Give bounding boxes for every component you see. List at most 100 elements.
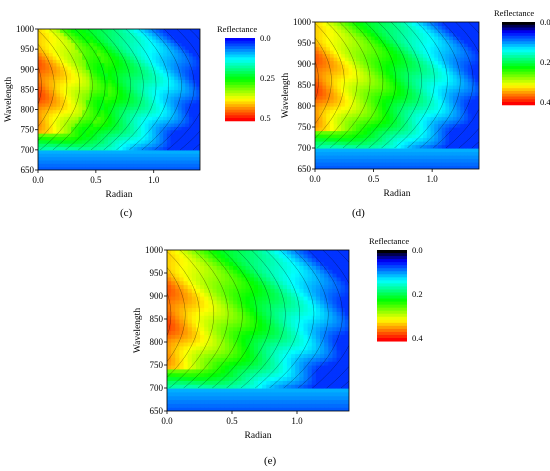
heatmap-cell — [183, 288, 189, 293]
heatmap-cell — [96, 146, 102, 151]
heatmap-cell — [174, 99, 179, 104]
heatmap-cell — [389, 67, 394, 72]
heatmap-cell — [456, 85, 461, 90]
heatmap-cell — [144, 76, 150, 80]
heatmap-cell — [249, 322, 255, 328]
heatmap-cell — [430, 29, 435, 34]
heatmap-cell — [258, 322, 263, 328]
heatmap-cell — [85, 149, 91, 154]
heatmap-cell — [188, 123, 194, 127]
heatmap-cell — [385, 57, 391, 62]
heatmap-cell — [359, 29, 365, 34]
heatmap-cell — [445, 22, 450, 27]
heatmap-cell — [471, 64, 476, 69]
heatmap-cell — [249, 403, 255, 408]
heatmap-cell — [220, 334, 226, 339]
heatmap-cell — [141, 163, 146, 168]
heatmap-cell — [333, 106, 338, 111]
heatmap-cell — [322, 92, 327, 97]
heatmap-cell — [464, 32, 469, 37]
heatmap-cell — [245, 376, 251, 381]
heatmap-cell — [224, 388, 230, 393]
heatmap-cell — [159, 65, 164, 70]
heatmap-cell — [363, 46, 368, 51]
heatmap-cell — [100, 119, 105, 124]
heatmap-cell — [315, 116, 320, 121]
heatmap-cell — [270, 365, 276, 370]
plot-frame — [314, 21, 480, 170]
heatmap-cell — [96, 166, 102, 170]
heatmap-cell — [449, 158, 454, 163]
heatmap-cell — [167, 319, 172, 324]
heatmap-cell — [196, 69, 200, 74]
heatmap-cell — [270, 334, 276, 339]
heatmap-cell — [471, 155, 476, 160]
heatmap-cell — [155, 106, 161, 111]
heatmap-cell — [318, 148, 324, 153]
heatmap-cell — [56, 109, 61, 114]
heatmap-cell — [175, 384, 181, 389]
heatmap-cell — [216, 269, 222, 274]
heatmap-cell — [196, 136, 200, 141]
heatmap-cell — [195, 311, 201, 316]
heatmap-cell — [241, 403, 247, 408]
heatmap-cell — [356, 99, 361, 104]
heatmap-cell — [322, 151, 327, 156]
heatmap-cell — [408, 158, 413, 163]
heatmap-cell — [404, 67, 409, 72]
heatmap-cell — [115, 55, 120, 60]
heatmap-cell — [224, 353, 230, 358]
heatmap-cell — [348, 116, 353, 121]
heatmap-cell — [400, 120, 406, 125]
contour-line — [355, 22, 397, 149]
colorbar-swatch — [502, 27, 535, 31]
heatmap-cell — [71, 55, 76, 60]
heatmap-cell — [253, 368, 259, 374]
heatmap-cell — [245, 330, 251, 335]
heatmap-cell — [237, 276, 243, 282]
heatmap-cell — [141, 42, 146, 47]
heatmap-cell — [111, 72, 116, 77]
heatmap-cell — [329, 120, 335, 125]
heatmap-cell — [141, 55, 146, 60]
heatmap-cell — [344, 137, 350, 142]
heatmap-cell — [191, 315, 197, 320]
heatmap-cell — [171, 250, 176, 255]
heatmap-cell — [177, 166, 183, 170]
heatmap-cell — [74, 106, 80, 111]
heatmap-cell — [56, 35, 61, 40]
heatmap-cell — [430, 106, 435, 111]
heatmap-cell — [212, 319, 218, 324]
heatmap-cell — [60, 136, 65, 141]
heatmap-cell — [126, 109, 131, 114]
heatmap-cell — [159, 163, 164, 168]
heatmap-cell — [119, 109, 124, 114]
heatmap-cell — [126, 99, 131, 104]
heatmap-cell — [449, 130, 454, 135]
heatmap-cell — [204, 395, 209, 401]
heatmap-cell — [85, 82, 91, 87]
heatmap-cell — [170, 139, 175, 144]
heatmap-cell — [188, 86, 194, 91]
heatmap-cell — [144, 79, 150, 84]
heatmap-cell — [262, 342, 267, 347]
heatmap-cell — [171, 253, 176, 259]
heatmap-cell — [411, 109, 417, 114]
heatmap-cell — [74, 163, 80, 168]
heatmap-cell — [274, 265, 280, 270]
heatmap-cell — [359, 120, 365, 125]
heatmap-cell — [241, 376, 247, 381]
heatmap-cell — [370, 78, 376, 83]
heatmap-cell — [195, 280, 201, 286]
heatmap-cell — [49, 89, 54, 94]
heatmap-cell — [341, 148, 346, 153]
heatmap-cell — [359, 53, 365, 58]
heatmap-cell — [438, 67, 443, 72]
heatmap-cell — [344, 141, 350, 146]
heatmap-cell — [96, 49, 102, 54]
heatmap-cell — [464, 95, 469, 100]
heatmap-cell — [192, 65, 197, 70]
heatmap-cell — [467, 39, 473, 44]
heatmap-cell — [159, 92, 164, 97]
heatmap-cell — [370, 25, 376, 30]
